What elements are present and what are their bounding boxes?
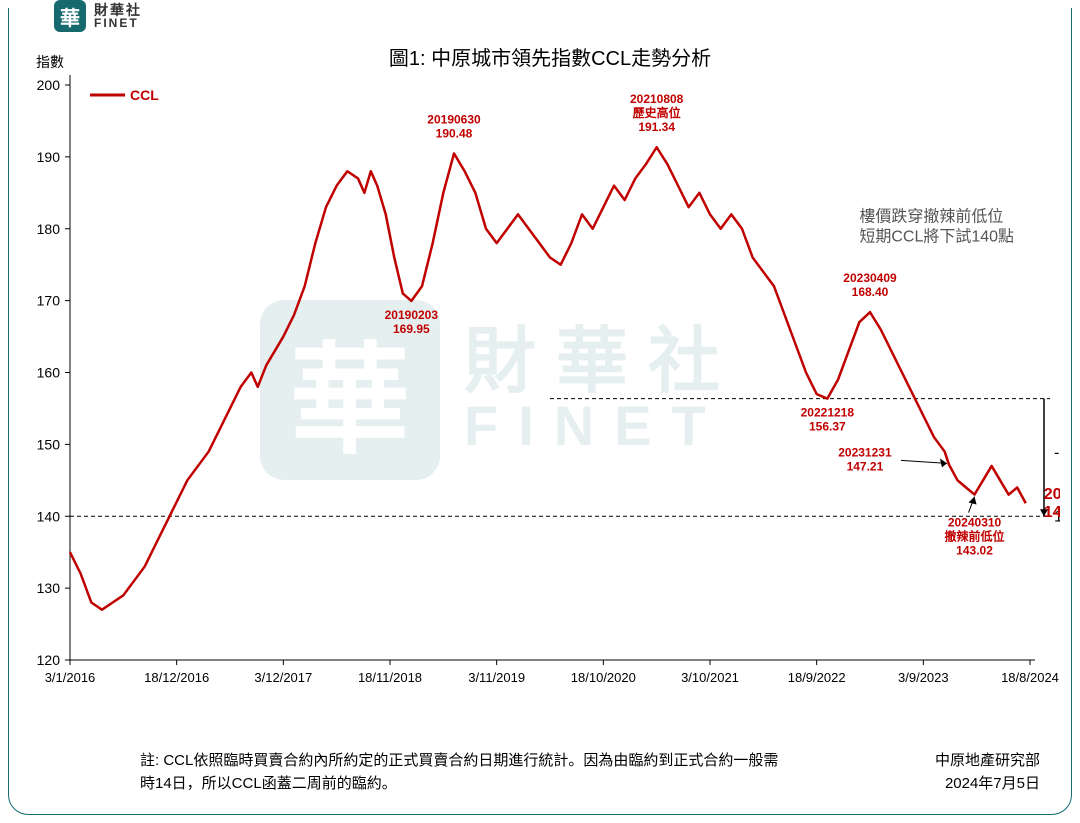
svg-text:撤辣前低位: 撤辣前低位 [945,529,1005,544]
svg-text:130: 130 [37,580,61,596]
svg-text:18/8/2024: 18/8/2024 [1001,670,1059,685]
svg-text:190.48: 190.48 [436,126,473,140]
svg-text:20190630: 20190630 [427,112,481,126]
svg-text:140: 140 [37,508,61,524]
latest-date: 20240630 [1044,486,1060,503]
svg-text:170: 170 [37,293,61,309]
svg-text:3/10/2021: 3/10/2021 [681,670,739,685]
footnote: 註: CCL依照臨時買賣合約內所約定的正式買賣合約日期進行統計。因為由臨約到正式… [140,750,780,795]
svg-text:20240310: 20240310 [948,516,1002,530]
latest-value: 141.81 [1044,504,1060,521]
commentary-line: 短期CCL將下試140點 [859,228,1014,246]
svg-text:20190203: 20190203 [385,308,439,322]
svg-text:3/9/2023: 3/9/2023 [898,670,949,685]
svg-text:160: 160 [37,365,61,381]
svg-text:191.34: 191.34 [638,120,675,134]
svg-text:150: 150 [37,436,61,452]
svg-text:18/11/2018: 18/11/2018 [358,670,422,685]
svg-text:168.40: 168.40 [852,285,889,299]
source-org: 中原地產研究部 [935,750,1040,773]
svg-text:169.95: 169.95 [393,322,430,336]
svg-text:200: 200 [37,77,61,93]
svg-text:156.37: 156.37 [809,420,846,434]
source-date: 2024年7月5日 [935,773,1040,796]
svg-text:3/1/2016: 3/1/2016 [45,670,96,685]
svg-text:20230409: 20230409 [843,271,897,285]
svg-text:18/10/2020: 18/10/2020 [571,670,636,685]
svg-text:120: 120 [37,652,61,668]
svg-text:147.21: 147.21 [847,459,884,473]
pct-label: -10% [1054,444,1060,461]
svg-text:18/9/2022: 18/9/2022 [788,670,846,685]
svg-text:20221218: 20221218 [801,406,855,420]
brand-mark: 華 [54,0,86,32]
source-block: 中原地產研究部 2024年7月5日 [935,750,1040,795]
svg-text:180: 180 [37,221,61,237]
svg-text:143.02: 143.02 [956,544,993,558]
legend-ccl: CCL [130,87,159,103]
brand-en: FINET [94,17,142,29]
svg-text:20210808: 20210808 [630,92,684,106]
svg-text:3/11/2019: 3/11/2019 [468,670,525,685]
svg-text:3/12/2017: 3/12/2017 [254,670,312,685]
svg-text:18/12/2016: 18/12/2016 [144,670,209,685]
svg-text:歷史高位: 歷史高位 [633,105,681,120]
svg-text:20231231: 20231231 [838,445,892,459]
commentary-line: 樓價跌穿撤辣前低位 [859,208,1003,226]
y-axis-label: 指數 [36,54,64,70]
ccl-chart: 圖1: 中原城市領先指數CCL走勢分析 120 130 140 150 160 170 180… [20,40,1060,780]
brand-cn: 財華社 [94,3,142,17]
brand-logo: 華 財華社 FINET [48,0,148,32]
svg-text:190: 190 [37,149,61,165]
chart-title: 圖1: 中原城市領先指數CCL走勢分析 [389,47,711,70]
